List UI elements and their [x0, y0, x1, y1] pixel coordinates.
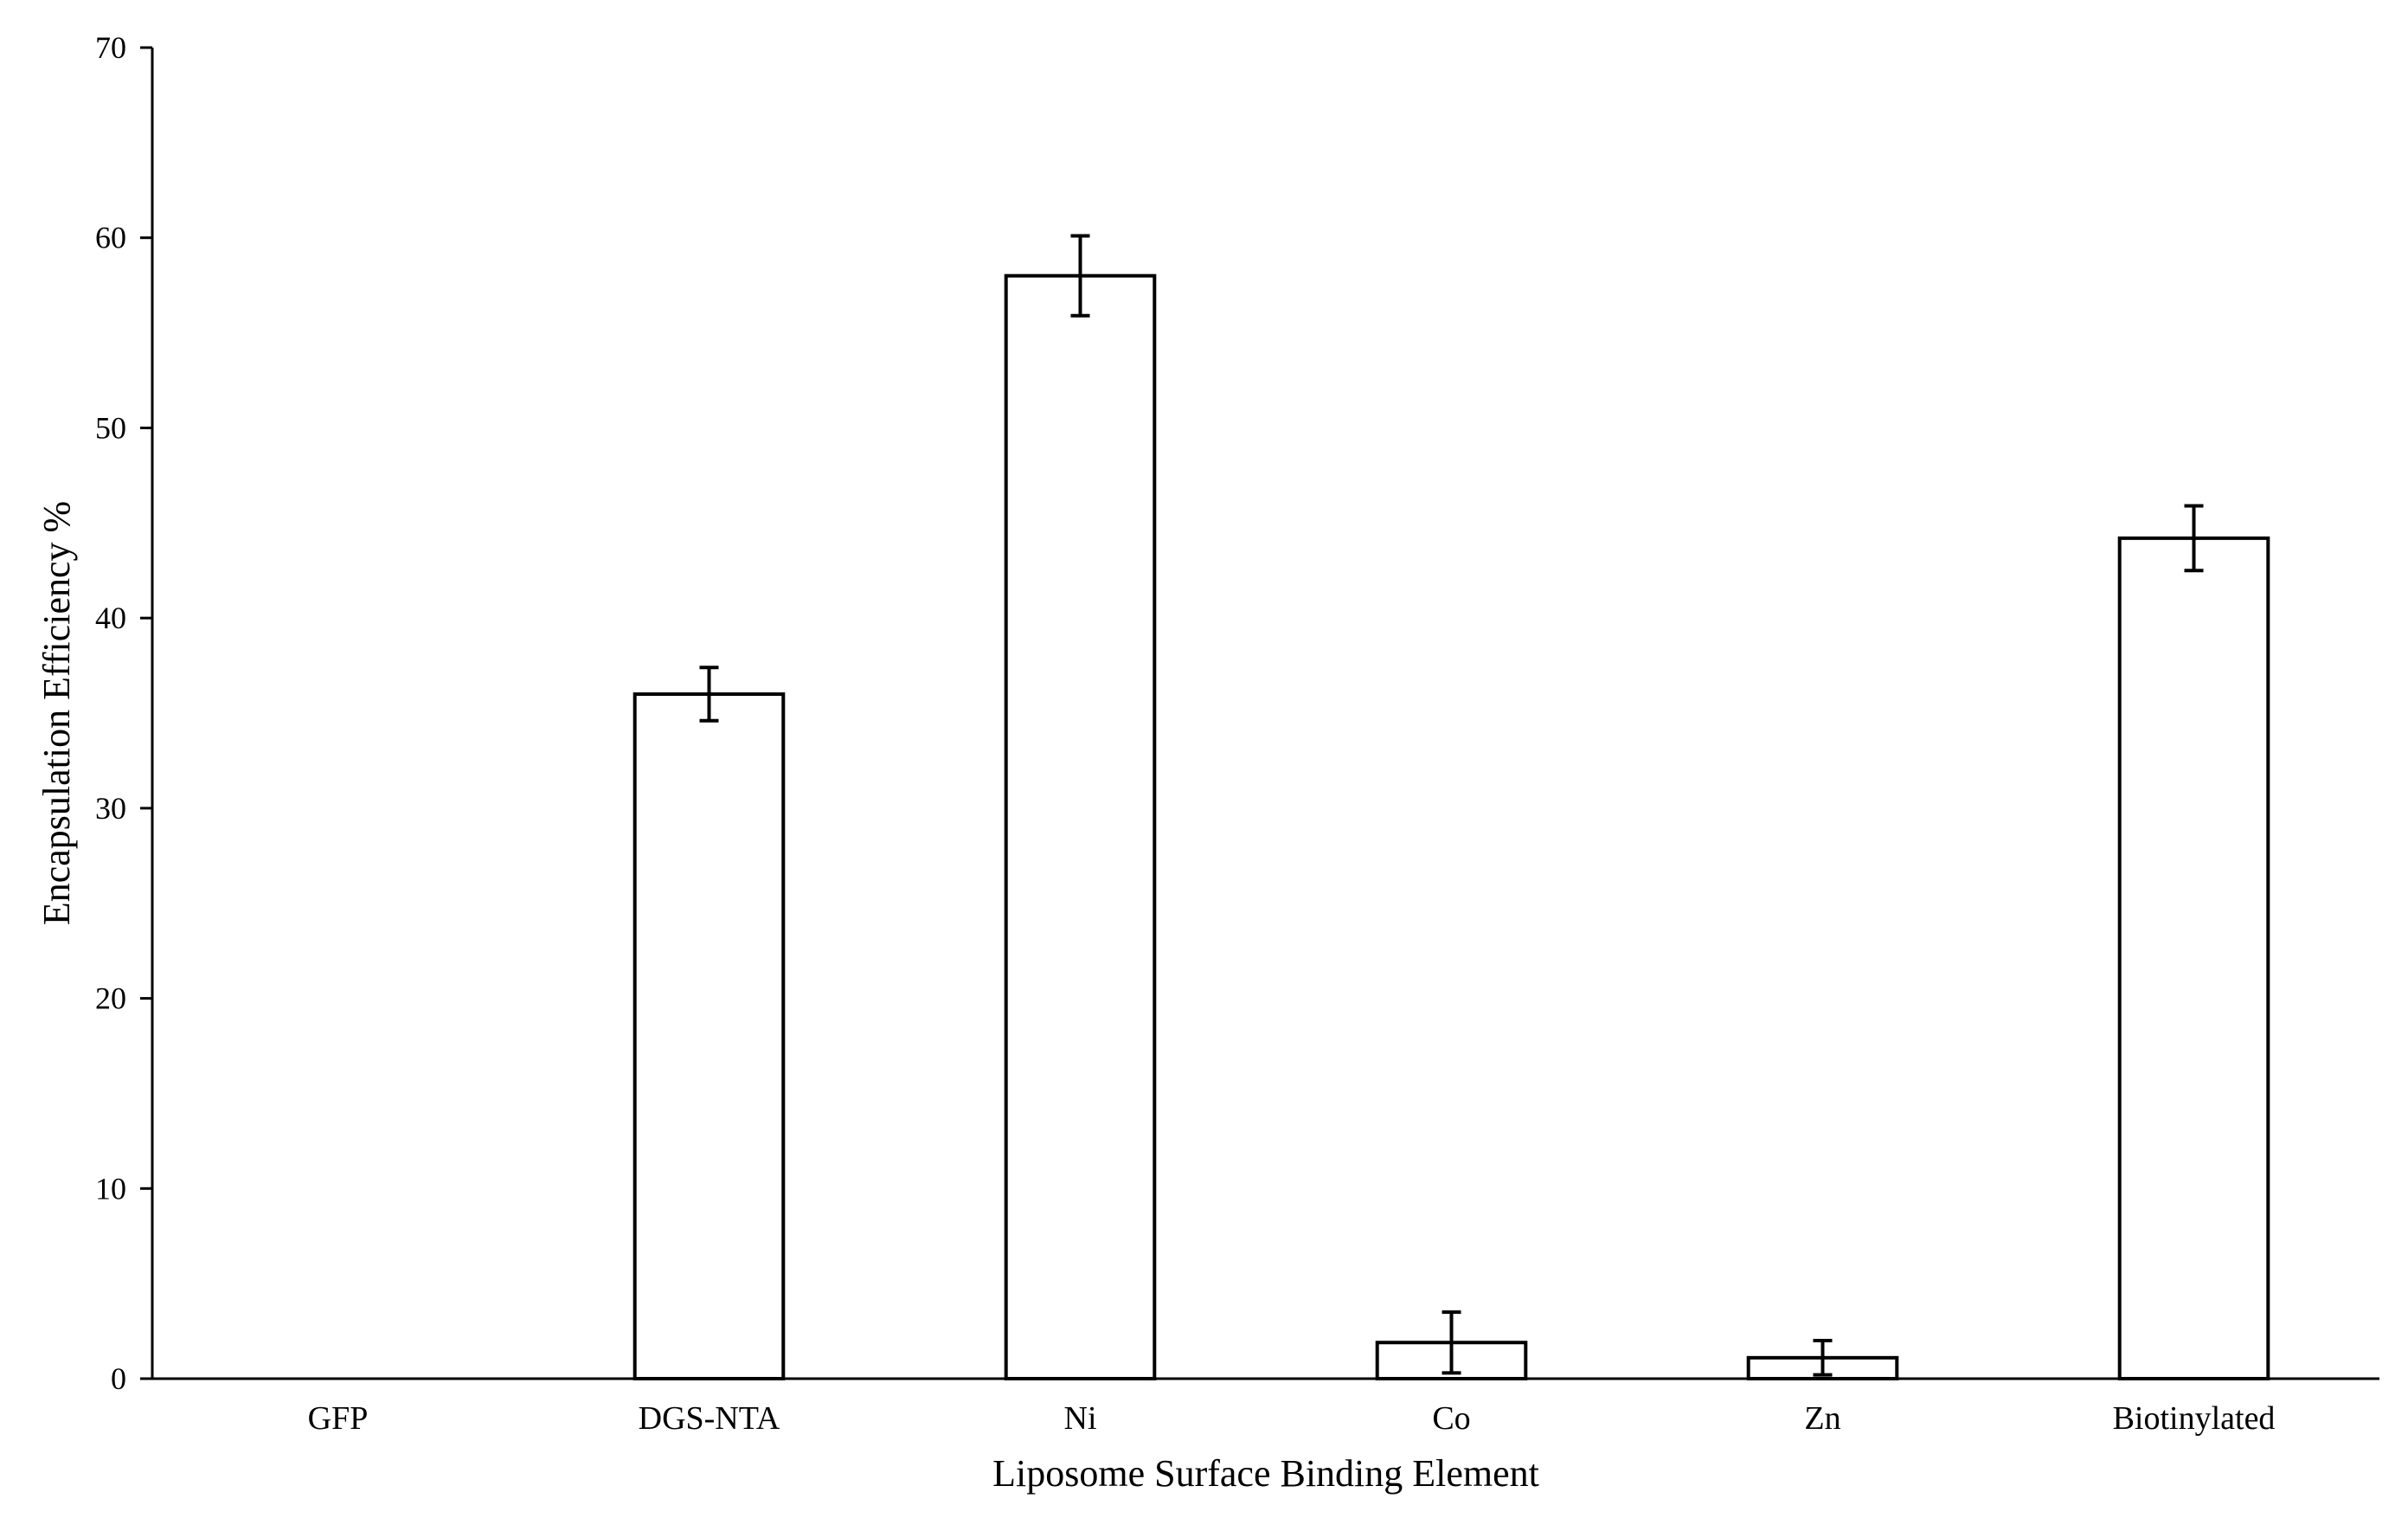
error-bar-biotinylated: [2184, 504, 2204, 573]
error-bar-co: [1442, 1310, 1461, 1375]
x-category-label: Biotinylated: [2113, 1400, 2276, 1437]
axes-group: [151, 48, 2379, 1380]
y-tick-label: 70: [95, 30, 126, 65]
x-category-label: DGS-NTA: [639, 1400, 780, 1437]
error-bar-zn: [1813, 1339, 1833, 1377]
error-bars-group: [699, 234, 2204, 1377]
y-tick-label: 20: [95, 981, 126, 1016]
y-tick-label: 0: [111, 1361, 126, 1396]
x-category-label: Co: [1432, 1400, 1470, 1437]
y-tick-label: 40: [95, 601, 126, 635]
y-axis-title: Encapsulation Efficiency %: [35, 501, 78, 925]
bar-biotinylated: [2117, 536, 2270, 1380]
y-tick-label: 10: [95, 1171, 126, 1206]
x-category-label: GFP: [308, 1400, 369, 1437]
y-axis-ticks: 0 10 20 30 40 50 60 70: [95, 30, 152, 1396]
x-axis-title: Liposome Surface Binding Element: [992, 1452, 1539, 1495]
bar-dgs-nta: [633, 692, 786, 1380]
bars-group: [633, 273, 2270, 1381]
x-category-label: Ni: [1064, 1400, 1097, 1437]
error-bar-dgs-nta: [699, 666, 719, 723]
y-tick-label: 50: [95, 410, 126, 445]
y-tick-label: 30: [95, 791, 126, 826]
y-tick-label: 60: [95, 221, 126, 255]
error-bar-ni: [1070, 234, 1090, 318]
x-axis-category-labels: GFP DGS-NTA Ni Co Zn Biotinylated: [308, 1400, 2276, 1437]
x-category-label: Zn: [1804, 1400, 1840, 1437]
bar-ni: [1004, 273, 1157, 1381]
